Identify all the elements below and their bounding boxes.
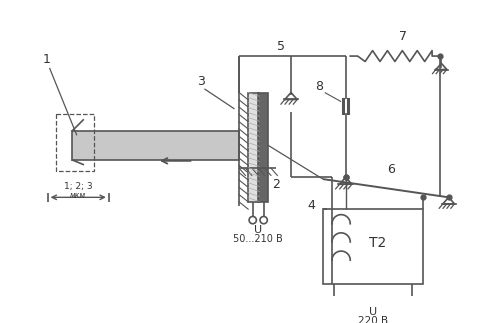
Text: мкм: мкм [70, 191, 86, 200]
Text: 8: 8 [316, 80, 324, 93]
Text: 2: 2 [272, 178, 280, 191]
Bar [56, 114, 94, 171]
Text: 1; 2; 3: 1; 2; 3 [64, 182, 92, 191]
Text: 7: 7 [398, 30, 406, 43]
Text: 5: 5 [278, 40, 285, 53]
Text: 3: 3 [197, 75, 205, 88]
Bar [258, 92, 268, 202]
Text: U: U [369, 307, 377, 317]
Text: 6: 6 [386, 163, 394, 176]
Bar [72, 131, 239, 160]
Text: U: U [254, 225, 262, 235]
Text: 1: 1 [42, 53, 50, 66]
Text: 4: 4 [308, 199, 316, 212]
Text: 50...210 В: 50...210 В [234, 234, 283, 244]
Bar [248, 92, 259, 202]
Bar [323, 209, 423, 284]
Text: 220 В: 220 В [358, 316, 388, 323]
Text: T2: T2 [369, 236, 386, 250]
